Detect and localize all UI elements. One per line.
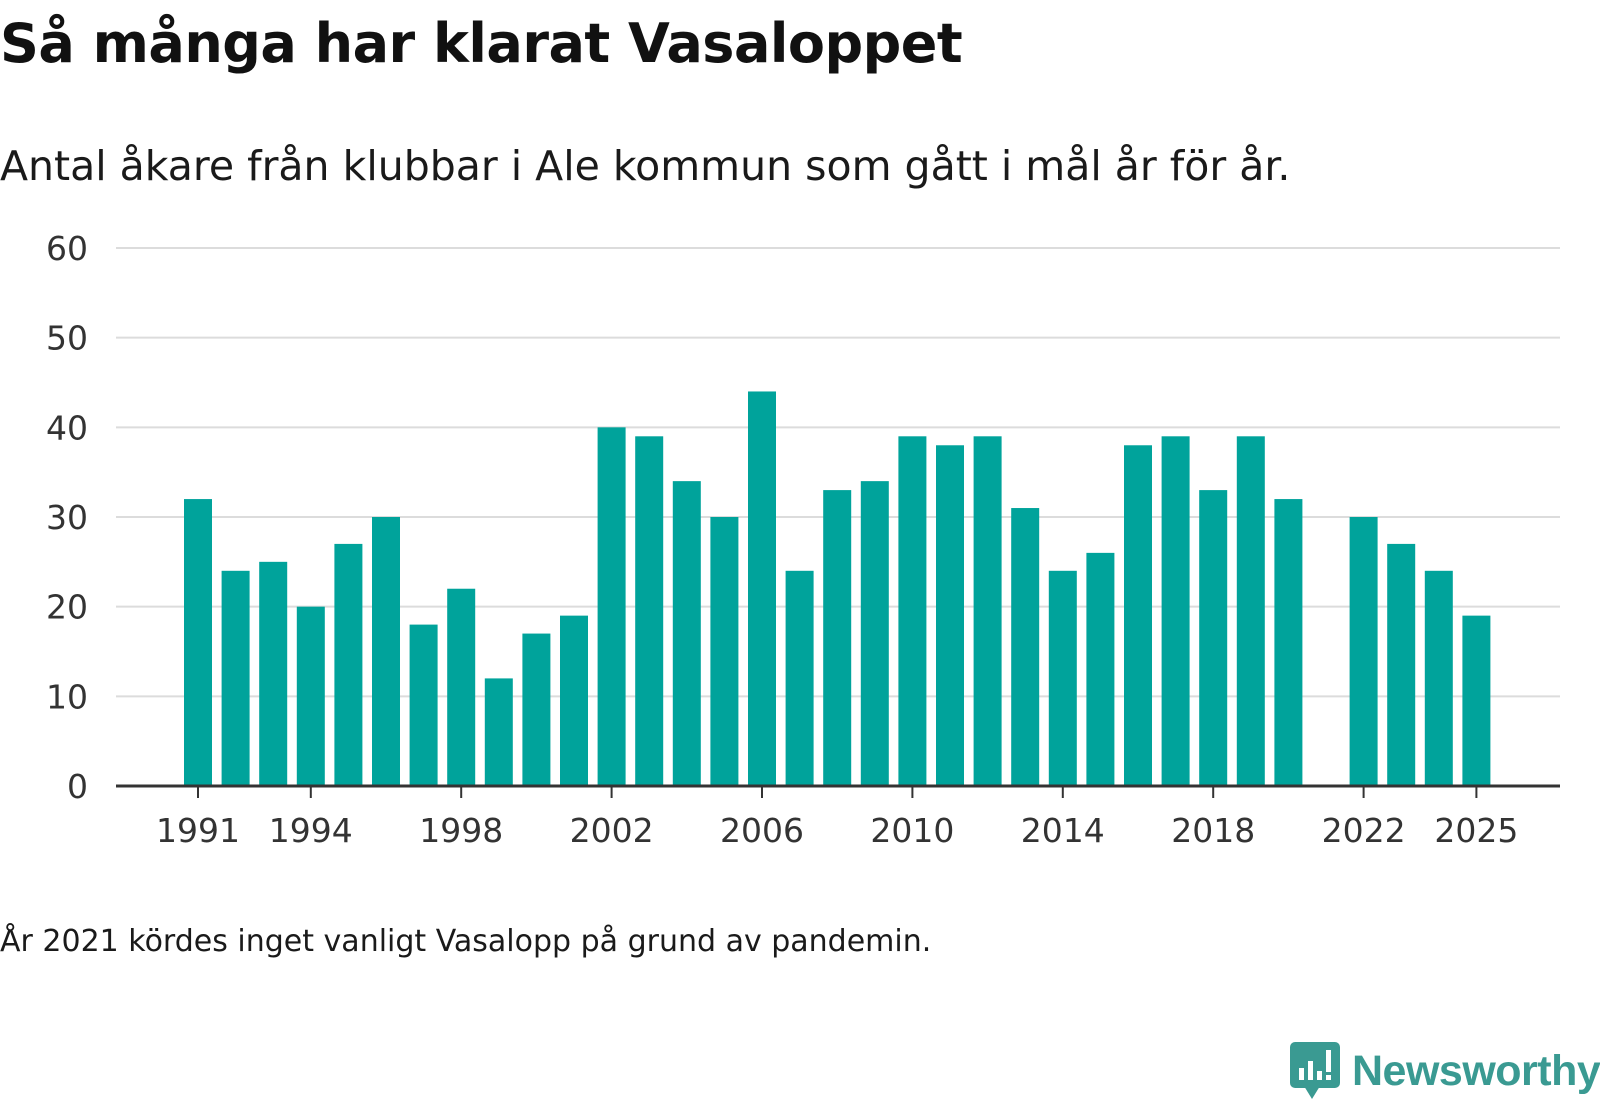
bar-2011 (936, 445, 964, 786)
bar-1999 (484, 678, 513, 786)
bar-2009 (860, 481, 889, 786)
bar-2024 (1424, 570, 1453, 786)
bar-2008 (823, 490, 852, 786)
bar-2002 (597, 427, 626, 786)
bar-2001 (560, 615, 588, 786)
bar-2018 (1199, 490, 1228, 786)
bar-2006 (748, 391, 776, 786)
x-tick-label: 2002 (570, 811, 654, 850)
x-tick-label: 2014 (1021, 811, 1105, 850)
bar-1997 (409, 624, 438, 786)
x-tick-label: 1998 (419, 811, 503, 850)
bar-1994 (296, 606, 325, 786)
y-tick-label: 50 (46, 319, 88, 358)
bar-2003 (635, 436, 664, 786)
bar-2005 (710, 517, 739, 786)
bar-2013 (1011, 508, 1040, 786)
x-tick-label: 2006 (720, 811, 804, 850)
y-tick-label: 30 (46, 498, 88, 537)
brand-name: Newsworthy (1352, 1046, 1600, 1095)
bar-2010 (898, 436, 927, 786)
bar-2000 (522, 633, 551, 786)
bar-chart-speech-bubble-icon (1290, 1042, 1340, 1099)
x-tick-label: 2022 (1322, 811, 1406, 850)
bar-1991 (184, 499, 212, 786)
x-tick-label: 2010 (870, 811, 954, 850)
brand: Newsworthy (1290, 1042, 1600, 1100)
bar-2007 (785, 570, 814, 786)
bar-1992 (221, 570, 250, 786)
bar-2025 (1462, 615, 1491, 786)
bar-1993 (259, 561, 288, 786)
bar-2014 (1048, 570, 1077, 786)
x-tick-label: 2025 (1434, 811, 1518, 850)
bar-2016 (1124, 445, 1152, 786)
bar-chart: 0 10 20 30 40 50 60 1991 1994 1998 2002 2006 2010 201… (46, 229, 1560, 850)
bar-2012 (973, 436, 1002, 786)
x-tick-label: 1994 (269, 811, 353, 850)
y-tick-label: 20 (46, 588, 88, 627)
footnote: År 2021 kördes inget vanligt Vasalopp på… (0, 924, 932, 959)
bar-2020 (1274, 499, 1303, 786)
bar-2019 (1236, 436, 1265, 786)
chart-subtitle: Antal åkare från klubbar i Ale kommun so… (0, 142, 1291, 190)
y-tick-label: 60 (46, 229, 88, 268)
x-tick-label: 1991 (156, 811, 240, 850)
chart-title: Så många har klarat Vasaloppet (0, 12, 963, 75)
y-tick-label: 10 (46, 677, 88, 716)
bar-2017 (1161, 436, 1190, 786)
x-tick-label: 2018 (1171, 811, 1255, 850)
bar-1998 (447, 588, 476, 786)
bar-2023 (1387, 543, 1416, 786)
bar-2015 (1086, 552, 1115, 786)
y-tick-label: 40 (46, 408, 88, 447)
bar-1995 (334, 543, 363, 786)
y-tick-label: 0 (67, 767, 88, 806)
bar-2022 (1349, 517, 1378, 786)
bar-2004 (672, 481, 701, 786)
bar-1996 (372, 517, 400, 786)
